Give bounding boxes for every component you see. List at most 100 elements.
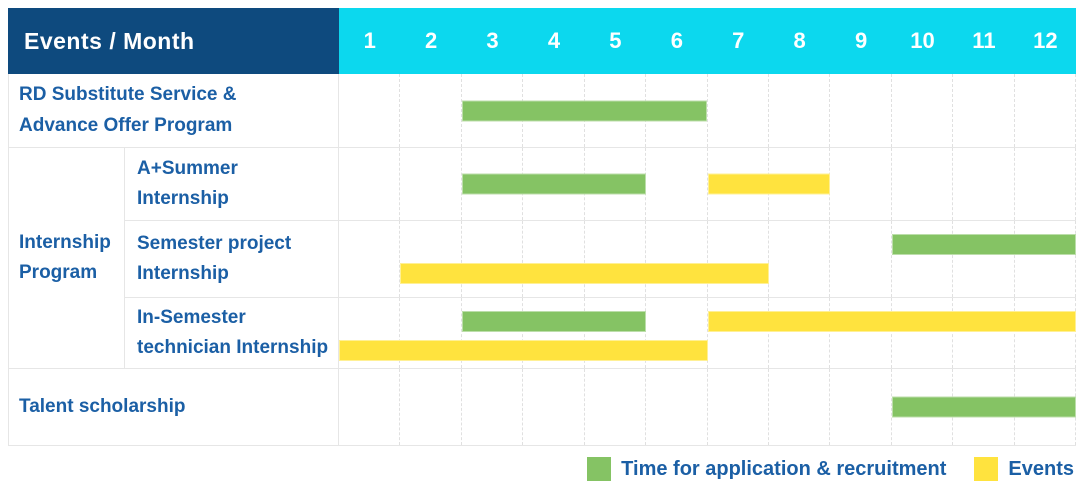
gantt-bar-green-m10-m12 bbox=[891, 396, 1076, 418]
month-header-9: 9 bbox=[854, 28, 868, 53]
month-column bbox=[769, 221, 831, 297]
gantt-bar-yellow-m1-m6 bbox=[339, 340, 708, 361]
month-column bbox=[769, 74, 831, 147]
month-column bbox=[585, 298, 647, 368]
month-column bbox=[769, 369, 831, 445]
table-row: A+Summer Internship bbox=[125, 148, 1077, 221]
table-header-row: Events / Month 1 2 3 4 5 6 7 8 9 10 11 12 bbox=[8, 8, 1076, 74]
table-row: Semester project Internship bbox=[125, 221, 1077, 298]
legend: Time for application & recruitment Event… bbox=[587, 454, 1074, 484]
events-table: Events / Month 1 2 3 4 5 6 7 8 9 10 11 12 RD Substi… bbox=[8, 8, 1077, 446]
events-month-header: Events / Month bbox=[8, 8, 339, 74]
month-column bbox=[400, 221, 462, 297]
month-column bbox=[953, 298, 1015, 368]
gantt-bar-green-m3-m5 bbox=[461, 311, 647, 332]
gantt-bar-green-m10-m12 bbox=[891, 234, 1076, 255]
month-column bbox=[339, 74, 401, 147]
month-column bbox=[892, 148, 954, 220]
month-column bbox=[708, 221, 769, 297]
month-column bbox=[892, 221, 954, 297]
legend-swatch-events bbox=[974, 457, 999, 481]
month-column bbox=[769, 298, 831, 368]
row-group-internship-program: Internship Program A+Summer Internship Sem… bbox=[9, 148, 1077, 369]
month-column bbox=[339, 148, 401, 220]
month-column bbox=[585, 221, 647, 297]
chart-row bbox=[339, 74, 1077, 147]
month-header-3: 3 bbox=[486, 28, 499, 53]
month-header-8: 8 bbox=[793, 28, 806, 53]
month-column bbox=[462, 221, 524, 297]
month-gridlines bbox=[339, 74, 1077, 147]
month-column bbox=[830, 148, 892, 220]
month-column bbox=[708, 74, 769, 147]
month-gridlines bbox=[339, 221, 1077, 297]
month-header-6: 6 bbox=[670, 28, 683, 53]
gantt-bar-yellow-m2-m7 bbox=[400, 263, 769, 284]
table-row: Talent scholarship bbox=[9, 369, 1077, 446]
month-header-2: 2 bbox=[425, 28, 438, 53]
table-body: RD Substitute Service & Advance Offer Pr… bbox=[8, 74, 1077, 446]
month-column bbox=[892, 74, 954, 147]
month-column bbox=[892, 298, 954, 368]
month-column bbox=[339, 298, 401, 368]
month-column bbox=[830, 221, 892, 297]
sub-rows: A+Summer Internship Semester project Inte… bbox=[125, 148, 1077, 369]
month-column bbox=[339, 221, 401, 297]
month-column bbox=[646, 298, 708, 368]
month-column bbox=[523, 221, 585, 297]
month-column bbox=[339, 369, 401, 445]
month-header-1: 1 bbox=[363, 28, 376, 53]
month-column bbox=[708, 298, 769, 368]
month-header-10: 10 bbox=[910, 28, 935, 53]
row-label: RD Substitute Service & Advance Offer Pr… bbox=[9, 74, 339, 147]
chart-row bbox=[339, 221, 1077, 297]
row-label: In-Semester technician Internship bbox=[125, 298, 339, 368]
month-column bbox=[953, 74, 1015, 147]
legend-swatch-application-recruitment bbox=[587, 457, 612, 481]
gantt-bar-yellow-m7-m8 bbox=[707, 173, 831, 195]
month-header-11: 11 bbox=[972, 28, 996, 53]
month-column bbox=[646, 221, 708, 297]
month-column bbox=[1015, 221, 1077, 297]
month-column bbox=[830, 74, 892, 147]
month-column bbox=[953, 221, 1015, 297]
month-column bbox=[462, 298, 524, 368]
gantt-bar-green-m3-m5 bbox=[461, 173, 647, 195]
row-label: Semester project Internship bbox=[125, 221, 339, 297]
month-column bbox=[400, 369, 462, 445]
month-column bbox=[646, 369, 708, 445]
month-column bbox=[400, 74, 462, 147]
month-header-12: 12 bbox=[1033, 28, 1058, 53]
month-header-7: 7 bbox=[732, 28, 745, 53]
row-label: A+Summer Internship bbox=[125, 148, 339, 220]
month-gridlines bbox=[339, 298, 1077, 368]
month-column bbox=[830, 369, 892, 445]
month-header-5: 5 bbox=[609, 28, 622, 53]
gantt-bar-green-m3-m6 bbox=[461, 100, 708, 121]
legend-label-events: Events bbox=[1008, 457, 1074, 480]
chart-row bbox=[339, 148, 1077, 220]
month-column bbox=[1015, 74, 1077, 147]
month-column bbox=[708, 369, 769, 445]
month-column bbox=[523, 369, 585, 445]
chart-row bbox=[339, 298, 1077, 368]
month-column bbox=[585, 369, 647, 445]
row-label: Talent scholarship bbox=[9, 369, 339, 445]
table-row: RD Substitute Service & Advance Offer Pr… bbox=[9, 74, 1077, 148]
chart-row bbox=[339, 369, 1077, 445]
month-column bbox=[523, 298, 585, 368]
group-label: Internship Program bbox=[9, 148, 125, 369]
month-header-4: 4 bbox=[547, 28, 561, 53]
month-column bbox=[1015, 148, 1077, 220]
month-column bbox=[830, 298, 892, 368]
month-column bbox=[400, 298, 462, 368]
legend-label-application-recruitment: Time for application & recruitment bbox=[621, 457, 947, 480]
table-row: In-Semester technician Internship bbox=[125, 298, 1077, 369]
month-column bbox=[400, 148, 462, 220]
month-column bbox=[462, 369, 524, 445]
month-column bbox=[1015, 298, 1077, 368]
month-column bbox=[646, 148, 708, 220]
gantt-bar-yellow-m7-m12 bbox=[707, 311, 1076, 332]
month-header-row: 1 2 3 4 5 6 7 8 9 10 11 12 bbox=[339, 8, 1076, 74]
